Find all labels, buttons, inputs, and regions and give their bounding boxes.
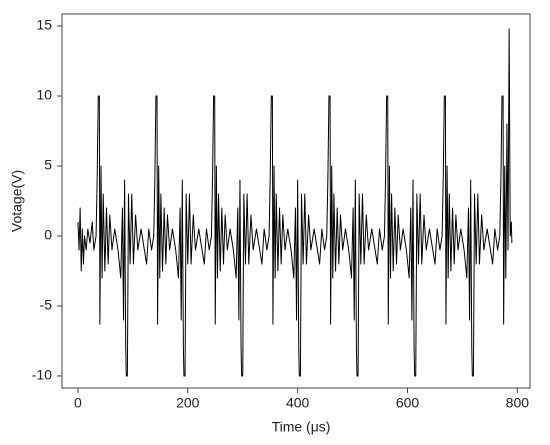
x-tick-label: 200 bbox=[176, 395, 200, 411]
y-tick-label: -10 bbox=[32, 367, 52, 383]
y-tick-label: 5 bbox=[44, 157, 52, 173]
y-tick-label: -5 bbox=[40, 297, 53, 313]
y-tick-label: 15 bbox=[36, 17, 52, 33]
y-tick-label: 10 bbox=[36, 87, 52, 103]
x-tick-label: 600 bbox=[396, 395, 420, 411]
y-tick-label: 0 bbox=[44, 227, 52, 243]
plot-frame bbox=[61, 13, 531, 389]
x-tick-label: 0 bbox=[74, 395, 82, 411]
x-tick-label: 400 bbox=[286, 395, 310, 411]
y-axis-label: Votage(V) bbox=[9, 170, 25, 232]
x-axis-label: Time (μs) bbox=[272, 419, 331, 435]
line-series bbox=[77, 28, 513, 377]
x-tick-label: 800 bbox=[506, 395, 530, 411]
